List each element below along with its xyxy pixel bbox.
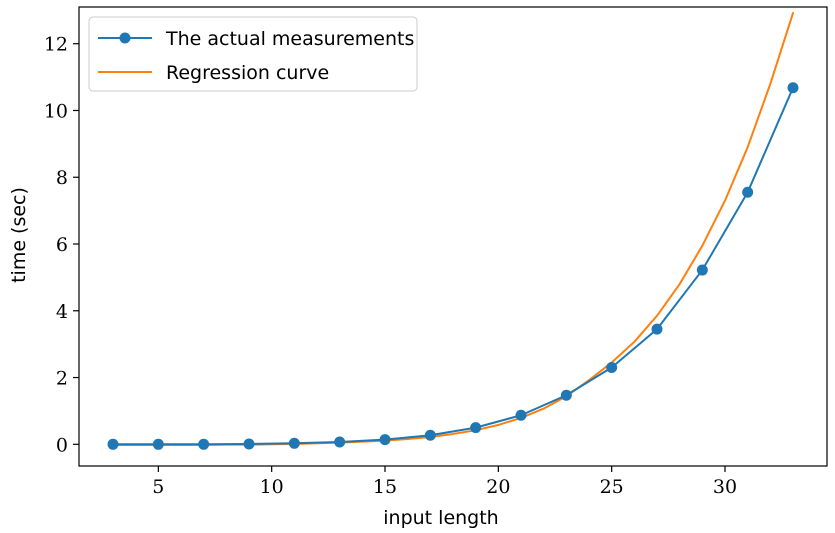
data-point-the-actual-measurements — [152, 438, 164, 450]
data-point-the-actual-measurements — [606, 362, 618, 374]
data-point-the-actual-measurements — [787, 82, 799, 94]
x-tick-label: 15 — [373, 476, 397, 498]
data-point-the-actual-measurements — [107, 438, 119, 450]
y-tick-label: 4 — [56, 301, 68, 323]
legend-marker-actual-measurements — [119, 32, 131, 44]
data-point-the-actual-measurements — [696, 264, 708, 276]
legend: The actual measurements Regression curve — [88, 16, 418, 92]
y-tick-label: 2 — [56, 368, 68, 390]
y-tick-label: 10 — [44, 100, 68, 122]
data-point-the-actual-measurements — [379, 434, 391, 446]
legend-label-actual-measurements: The actual measurements — [165, 28, 414, 50]
x-tick-label: 5 — [152, 476, 164, 498]
data-point-the-actual-measurements — [651, 323, 663, 335]
x-axis-title: input length — [383, 507, 498, 529]
data-point-the-actual-measurements — [424, 429, 436, 441]
data-point-the-actual-measurements — [334, 436, 346, 448]
chart-axes: 5 10 15 20 25 30 0 2 4 6 8 10 12 — [44, 6, 828, 498]
series-line-the-actual-measurements — [112, 86, 794, 446]
legend-label-regression-curve: Regression curve — [166, 62, 329, 84]
x-tick-label: 20 — [486, 476, 510, 498]
data-point-the-actual-measurements — [470, 422, 482, 434]
y-axis-title: time (sec) — [8, 187, 30, 283]
y-tick-label: 6 — [56, 234, 68, 256]
data-point-the-actual-measurements — [742, 186, 754, 198]
data-point-the-actual-measurements — [515, 409, 527, 421]
y-tick-label: 12 — [44, 34, 68, 56]
legend-box — [88, 16, 418, 92]
x-tick-label: 10 — [260, 476, 284, 498]
x-tick-label: 25 — [600, 476, 624, 498]
y-tick-label: 8 — [56, 167, 68, 189]
data-point-the-actual-measurements — [198, 438, 210, 450]
data-point-the-actual-measurements — [243, 438, 255, 450]
chart-marks — [107, 12, 799, 450]
x-tick-label: 30 — [713, 476, 737, 498]
plot-frame — [78, 6, 828, 467]
data-point-the-actual-measurements — [560, 389, 572, 401]
y-tick-label: 0 — [56, 434, 68, 456]
data-point-the-actual-measurements — [288, 437, 300, 449]
